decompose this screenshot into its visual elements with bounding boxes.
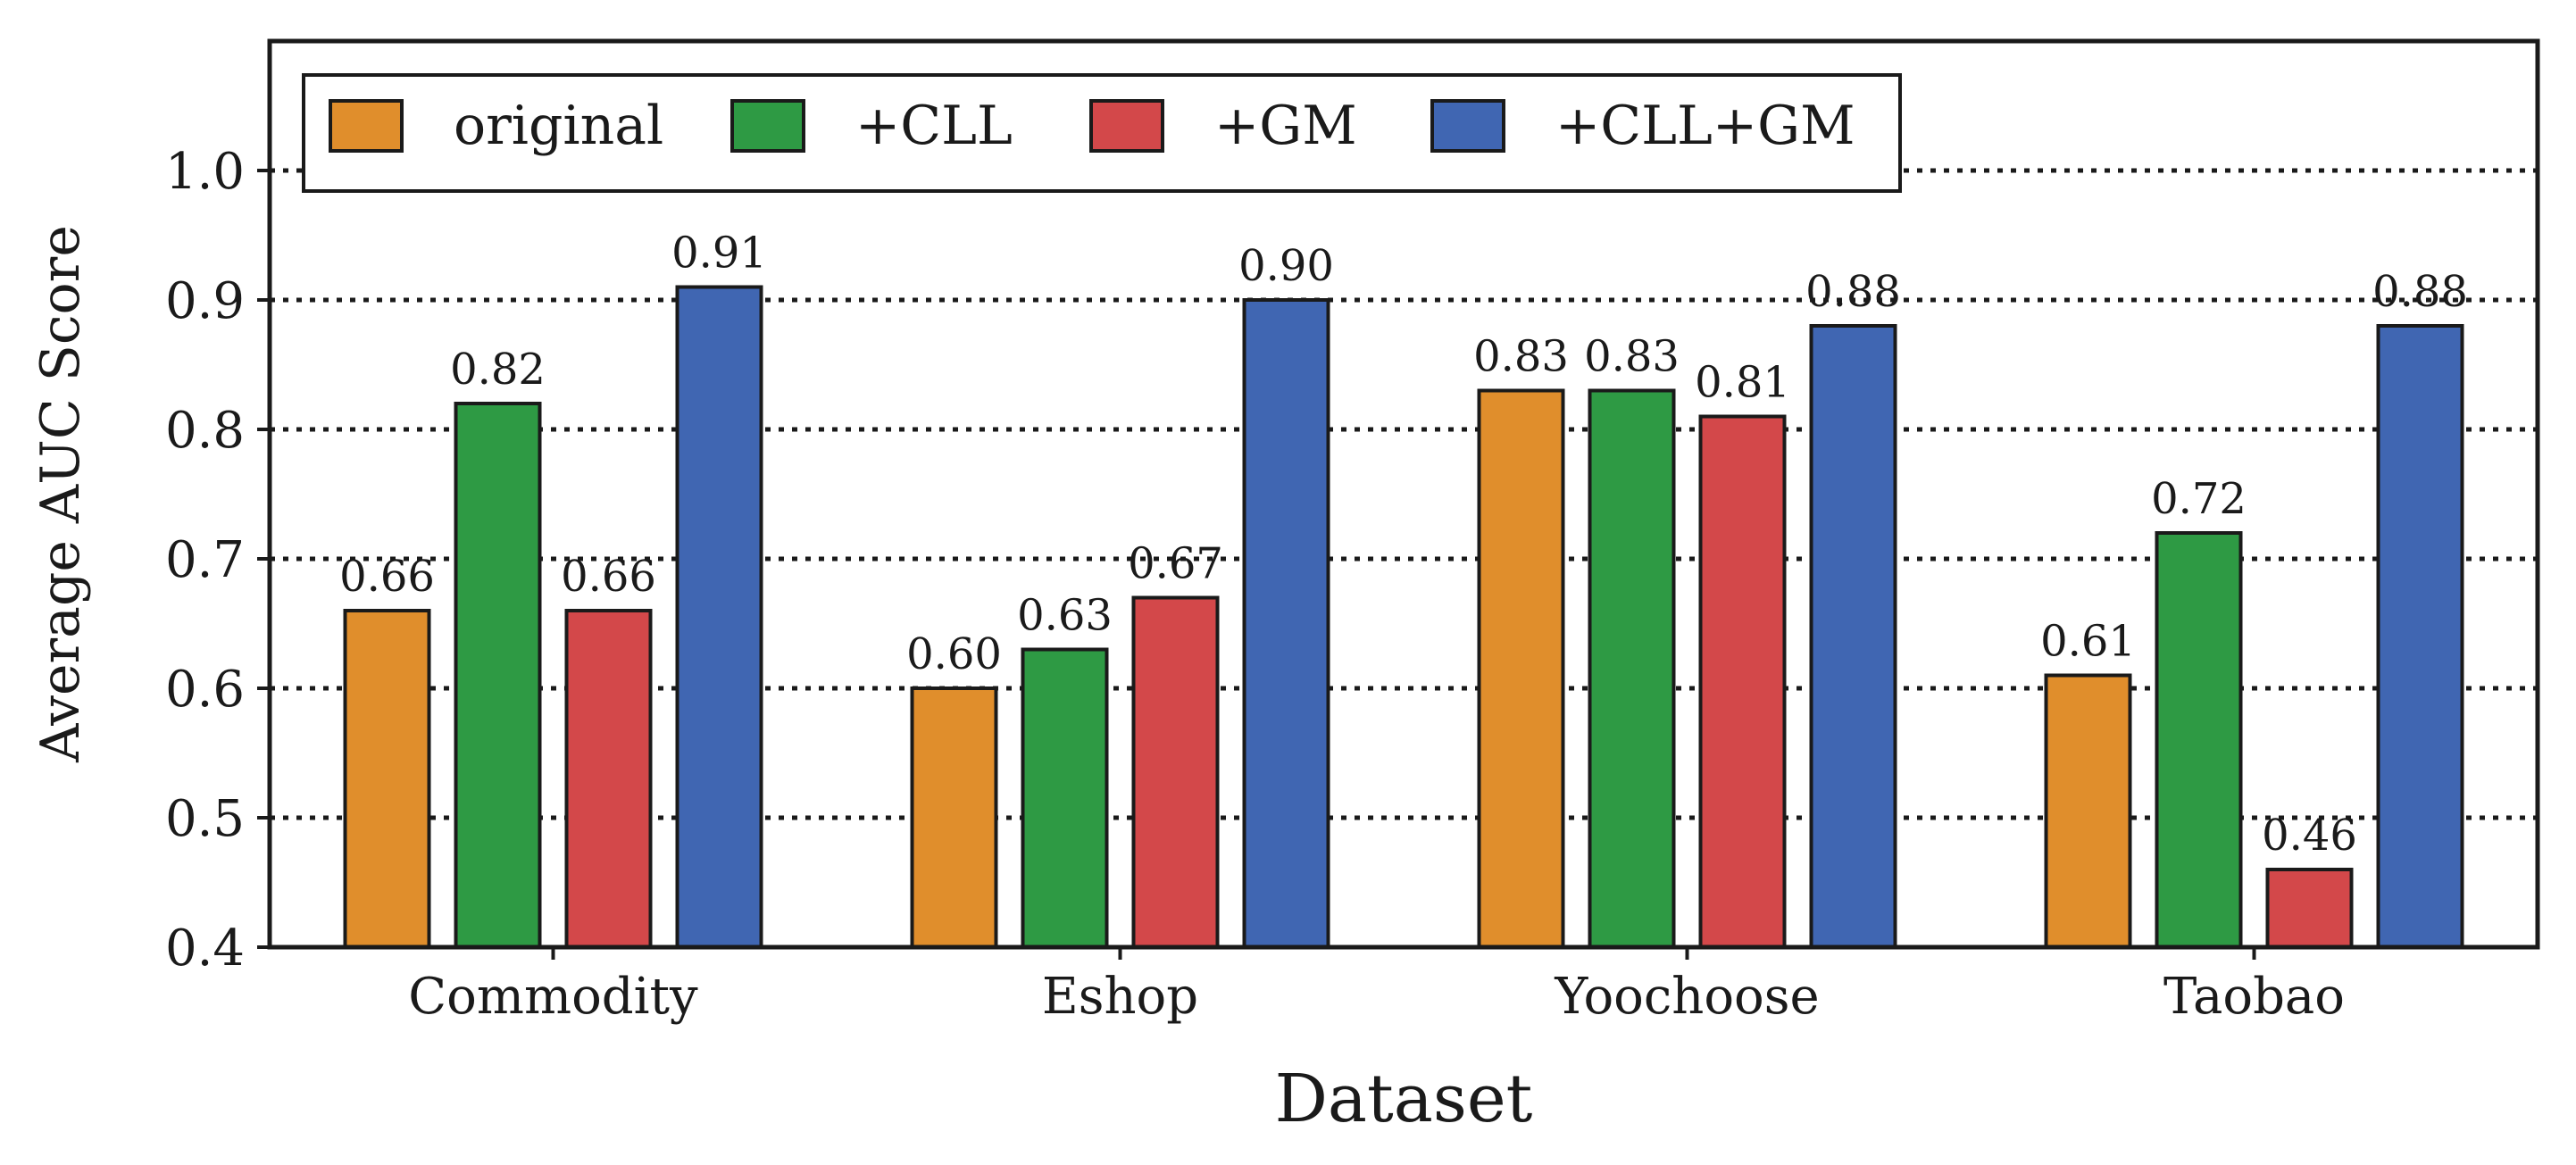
legend-swatch: [1430, 99, 1505, 153]
y-tick-label: 0.9: [165, 272, 245, 330]
legend-swatch: [1089, 99, 1164, 153]
legend-label: original: [454, 95, 663, 157]
bar: [1131, 595, 1220, 949]
bar: [1021, 647, 1109, 949]
y-tick-label: 0.8: [165, 402, 245, 460]
bar-value-label: 0.60: [906, 629, 1002, 679]
bar-value-label: 0.63: [1017, 591, 1113, 641]
legend-swatch: [329, 99, 404, 153]
y-tick-label: 0.5: [165, 790, 245, 848]
x-tick-label: Yoochoose: [1554, 968, 1819, 1026]
x-axis-title: Dataset: [1275, 1061, 1533, 1137]
legend-swatch: [730, 99, 805, 153]
x-tick-label: Eshop: [1042, 968, 1198, 1026]
bar-value-label: 0.46: [2262, 811, 2357, 861]
y-tick-label: 0.4: [165, 920, 245, 978]
bar: [2155, 531, 2243, 949]
y-tick-label: 0.6: [165, 661, 245, 719]
bar: [1477, 388, 1565, 949]
bar: [454, 402, 542, 949]
x-tick-label: Taobao: [2163, 968, 2345, 1026]
bar-value-label: 0.61: [2040, 617, 2136, 667]
bar: [2376, 324, 2464, 949]
bar-value-label: 0.72: [2151, 474, 2247, 524]
legend-label: +CLL: [855, 95, 1013, 157]
bar: [675, 285, 763, 949]
bar-value-label: 0.81: [1695, 358, 1790, 408]
y-axis-title: Average AUC Score: [29, 225, 92, 763]
bar-value-label: 0.83: [1584, 332, 1680, 382]
bar-layer: [343, 285, 2464, 949]
bar-value-label: 0.82: [450, 345, 546, 395]
bar: [2044, 673, 2132, 949]
bar: [1242, 298, 1330, 949]
y-axis-ticks: 0.4 0.5 0.6 0.7 0.8 0.9 1.0: [165, 143, 270, 978]
bar: [2265, 868, 2354, 949]
y-tick-label: 1.0: [165, 143, 245, 201]
legend-label: +GM: [1214, 95, 1357, 157]
bar-value-label: 0.88: [1805, 267, 1901, 317]
bar-value-label: 0.66: [339, 552, 435, 602]
bar: [1698, 414, 1787, 949]
bar: [1588, 388, 1676, 949]
x-axis-ticks: Commodity Eshop Yoochoose Taobao: [408, 947, 2345, 1026]
bar-value-label: 0.90: [1238, 241, 1334, 291]
y-tick-label: 0.7: [165, 531, 245, 589]
bar: [910, 687, 998, 949]
bar-value-label: 0.91: [671, 229, 767, 279]
bar-value-label: 0.88: [2372, 267, 2468, 317]
bar: [343, 609, 431, 949]
bar-value-label: 0.67: [1128, 539, 1223, 589]
x-tick-label: Commodity: [408, 968, 698, 1026]
legend: original +CLL +GM +CLL+GM: [302, 73, 1902, 193]
bar-label-layer: 0.66 0.82 0.66 0.91 0.60 0.63 0.67 0.90 0.83 0.83…: [339, 229, 2468, 861]
legend-label: +CLL+GM: [1555, 95, 1855, 157]
plot-frame: [267, 38, 2540, 950]
bar: [1809, 324, 1897, 949]
bar-value-label: 0.83: [1473, 332, 1569, 382]
bar: [564, 609, 653, 949]
bar-value-label: 0.66: [561, 552, 656, 602]
